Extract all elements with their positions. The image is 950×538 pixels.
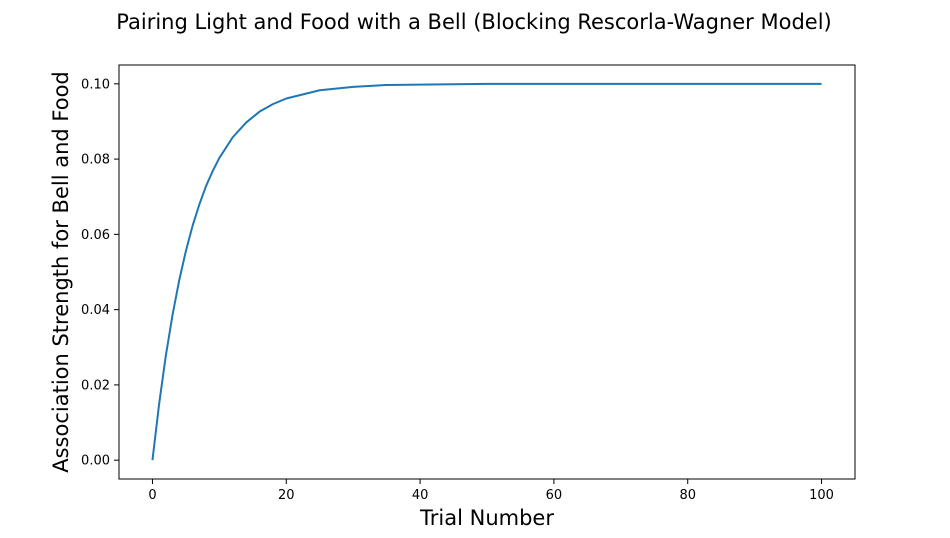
y-tick-label: 0.10 <box>81 77 110 92</box>
x-tick-label: 80 <box>679 488 696 503</box>
series-line-0 <box>151 82 822 461</box>
y-tick-label: 0.00 <box>81 454 110 469</box>
x-tick-label: 0 <box>148 488 156 503</box>
y-tick-label: 0.08 <box>81 153 110 168</box>
y-tick-label: 0.04 <box>81 303 110 318</box>
plot-area: 0 20 40 60 80 100 0.00 0.02 0.04 0.06 0.08 0.10 <box>81 64 856 503</box>
y-tick-label: 0.06 <box>81 228 110 243</box>
x-tick-label: 60 <box>546 488 563 503</box>
x-axis-label: Trial Number <box>419 506 554 530</box>
x-tick-label: 40 <box>412 488 429 503</box>
x-tick-label: 20 <box>278 488 295 503</box>
x-tick-label: 100 <box>809 488 834 503</box>
chart-title: Pairing Light and Food with a Bell (Bloc… <box>116 10 831 34</box>
y-axis-label: Association Strength for Bell and Food <box>49 71 73 473</box>
y-tick-label: 0.02 <box>81 378 110 393</box>
plot-frame <box>118 64 856 480</box>
